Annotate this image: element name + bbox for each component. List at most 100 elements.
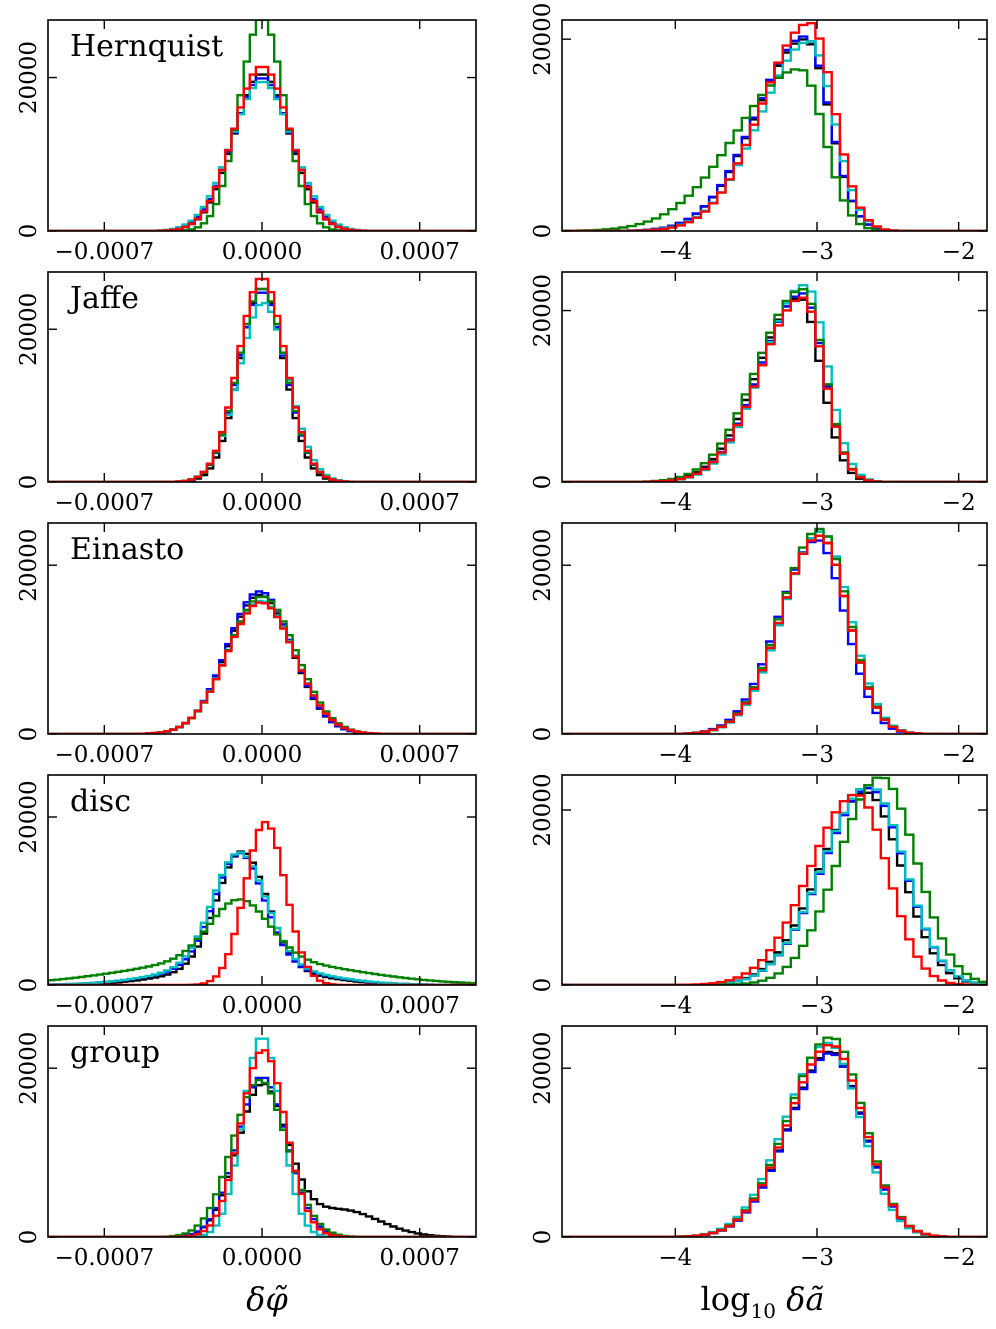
x-tick-label: −0.0007: [54, 742, 154, 768]
panel-einasto-acc: −4 −3 −2 0 20000: [530, 522, 988, 768]
hist-group-phi-green: [48, 1078, 476, 1237]
y-tick-label: 20000: [530, 773, 556, 846]
y-tick-label: 20000: [16, 780, 42, 853]
hist-hernquist-phi-red: [48, 65, 476, 231]
hist-disc-acc-cyan: [562, 784, 987, 985]
y-tick-label: 0: [16, 224, 42, 239]
x-tick-label: −4: [658, 993, 692, 1019]
y-tick-label: 20000: [16, 529, 42, 602]
x-tick-label: −3: [800, 993, 834, 1019]
y-tick-label: 20000: [530, 529, 556, 602]
hist-jaffe-phi-blue: [48, 291, 476, 482]
panel-label-jaffe: Jaffe: [67, 281, 139, 316]
panel-label-hernquist: Hernquist: [70, 29, 223, 64]
hist-einasto-phi-cyan: [48, 599, 476, 734]
hist-jaffe-phi-cyan: [48, 301, 476, 482]
axes-frame: [561, 522, 988, 735]
y-tick-label: 20000: [16, 1032, 42, 1105]
panel-hernquist-acc: −4 −3 −2 0 20000: [530, 3, 988, 265]
hist-jaffe-phi-green: [48, 287, 476, 482]
axes-frame: [561, 1025, 988, 1238]
hist-group-acc-cyan: [562, 1041, 987, 1237]
x-tick-label: −2: [942, 742, 976, 768]
x-tick-label: 0.0007: [379, 742, 459, 768]
panel-hernquist-phi: −0.0007 0.0000 0.0007 0 20000 Hernquist: [16, 19, 477, 265]
x-tick-label: 0.0000: [222, 239, 302, 265]
y-tick-label: 0: [16, 475, 42, 490]
axes-frame: [561, 271, 988, 483]
x-tick-label: 0.0007: [379, 239, 459, 265]
axes-frame: [561, 774, 988, 986]
x-tick-label: −0.0007: [54, 993, 154, 1019]
x-axis-label-phi: δφ̃: [246, 1280, 288, 1318]
x-tick-label: −4: [658, 742, 692, 768]
x-tick-label: −2: [942, 993, 976, 1019]
hist-hernquist-acc-red: [562, 22, 987, 231]
hist-disc-phi-green: [48, 898, 476, 985]
panel-jaffe-phi: −0.0007 0.0000 0.0007 0 20000 Jaffe: [16, 271, 477, 516]
y-tick-label: 20000: [530, 3, 556, 76]
hist-einasto-acc-red: [562, 534, 987, 734]
hist-disc-phi-cyan: [48, 851, 476, 985]
hist-jaffe-acc-green: [562, 288, 987, 482]
hist-einasto-phi-red: [48, 601, 476, 734]
x-tick-label: −4: [658, 1245, 692, 1271]
y-tick-label: 0: [530, 1230, 556, 1245]
y-tick-label: 20000: [530, 274, 556, 347]
y-tick-label: 20000: [530, 1032, 556, 1105]
panel-group-acc: −4 −3 −2 0 20000: [530, 1025, 988, 1271]
x-tick-label: 0.0000: [222, 742, 302, 768]
x-tick-label: −3: [800, 742, 834, 768]
x-tick-label: −2: [942, 239, 976, 265]
panel-disc-phi: −0.0007 0.0000 0.0007 0 20000 disc: [16, 774, 477, 1019]
hist-group-phi-red: [48, 1049, 476, 1237]
hist-group-phi-cyan: [48, 1037, 476, 1237]
x-tick-label: −2: [942, 490, 976, 516]
x-tick-label: −4: [658, 490, 692, 516]
x-tick-label: −0.0007: [54, 490, 154, 516]
panel-label-einasto: Einasto: [70, 532, 184, 567]
x-tick-label: 0.0007: [379, 490, 459, 516]
hist-hernquist-phi-black: [48, 73, 476, 231]
hist-jaffe-phi-black: [48, 287, 476, 482]
y-tick-label: 0: [16, 1230, 42, 1245]
x-axis-label-acc: log10 δã: [701, 1280, 825, 1323]
y-tick-label: 0: [530, 978, 556, 993]
x-tick-label: −2: [942, 1245, 976, 1271]
x-tick-label: 0.0000: [222, 1245, 302, 1271]
x-tick-label: −0.0007: [54, 1245, 154, 1271]
x-tick-label: −3: [800, 490, 834, 516]
x-tick-label: −3: [800, 239, 834, 265]
panel-group-phi: −0.0007 0.0000 0.0007 0 20000 group: [16, 1025, 477, 1271]
hist-hernquist-phi-cyan: [48, 80, 476, 231]
hist-einasto-phi-blue: [48, 590, 476, 734]
y-tick-label: 0: [16, 978, 42, 993]
x-tick-label: 0.0000: [222, 993, 302, 1019]
x-tick-label: 0.0007: [379, 1245, 459, 1271]
hist-group-phi-blue: [48, 1076, 476, 1237]
x-tick-label: −0.0007: [54, 239, 154, 265]
y-tick-label: 20000: [16, 293, 42, 366]
panel-disc-acc: −4 −3 −2 0 20000: [530, 773, 988, 1019]
x-tick-label: −4: [658, 239, 692, 265]
x-tick-label: 0.0007: [379, 993, 459, 1019]
y-tick-label: 0: [530, 727, 556, 742]
hist-jaffe-acc-red: [562, 296, 987, 482]
hist-disc-acc-green: [562, 776, 987, 985]
x-tick-label: −3: [800, 1245, 834, 1271]
panel-label-group: group: [70, 1035, 160, 1070]
hist-disc-phi-red: [48, 820, 476, 985]
hist-group-phi-black: [48, 1082, 476, 1237]
axes-frame: [561, 19, 988, 232]
hist-group-acc-green: [562, 1036, 987, 1237]
hist-hernquist-phi-blue: [48, 77, 476, 231]
hist-einasto-phi-black: [48, 593, 476, 734]
panel-einasto-phi: −0.0007 0.0000 0.0007 0 20000 Einasto: [16, 522, 477, 768]
y-tick-label: 20000: [16, 41, 42, 114]
y-tick-label: 0: [530, 475, 556, 490]
y-tick-label: 0: [16, 727, 42, 742]
y-tick-label: 0: [530, 224, 556, 239]
panel-label-disc: disc: [70, 784, 131, 819]
x-tick-label: 0.0000: [222, 490, 302, 516]
